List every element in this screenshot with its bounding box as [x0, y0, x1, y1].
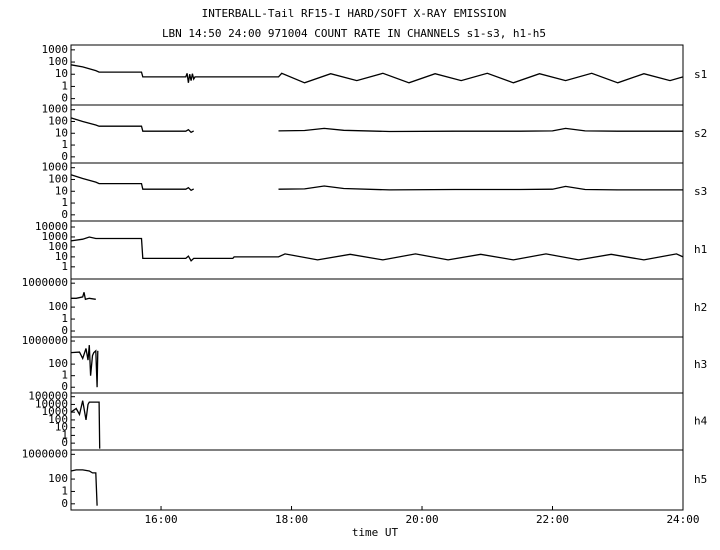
y-tick-label: 100: [48, 240, 68, 253]
y-tick-label: 100: [48, 172, 68, 185]
data-line: [70, 64, 684, 84]
panel-label: h3: [694, 358, 707, 371]
y-tick-label: 1000: [42, 230, 69, 243]
y-tick-label: 10: [55, 126, 68, 139]
panel-frame: [70, 162, 684, 222]
y-tick-label: 100: [48, 55, 68, 68]
panel-frame: [70, 392, 684, 451]
data-line: [71, 292, 96, 301]
panel-frame: [70, 278, 684, 338]
y-tick-label: 100: [48, 413, 68, 426]
panel-label: s1: [694, 68, 707, 81]
y-tick-label: 100000: [28, 390, 68, 403]
y-tick-label: 100: [48, 114, 68, 127]
data-line: [70, 236, 684, 262]
panel-label: s3: [694, 185, 707, 198]
x-tick-label: 16:00: [144, 513, 177, 526]
y-tick-label: 100: [48, 357, 68, 370]
y-tick-label: 1000: [42, 405, 69, 418]
y-tick-label: 1: [61, 196, 68, 209]
panel-label: h4: [694, 415, 708, 428]
x-tick-label: 18:00: [275, 513, 308, 526]
panel-label: s2: [694, 127, 707, 140]
y-tick-label: 10: [55, 250, 68, 263]
data-line: [70, 400, 101, 449]
y-tick-label: 1000000: [22, 334, 68, 347]
y-tick-label: 100: [48, 300, 68, 313]
x-tick-label: 24:00: [666, 513, 699, 526]
y-tick-label: 1000: [42, 43, 69, 56]
panel-frame: [70, 336, 684, 394]
chart-subtitle: LBN 14:50 24:00 971004 COUNT RATE IN CHA…: [162, 27, 546, 40]
y-tick-label: 1000: [42, 103, 69, 116]
y-tick-label: 10: [55, 67, 68, 80]
y-tick-label: 1: [61, 312, 68, 325]
data-line: [70, 469, 98, 506]
data-line: [70, 117, 683, 134]
y-tick-label: 1: [61, 260, 68, 273]
chart-title: INTERBALL-Tail RF15-I HARD/SOFT X-RAY EM…: [202, 7, 507, 20]
y-tick-label: 10: [55, 421, 68, 434]
y-tick-label: 1: [61, 138, 68, 151]
y-tick-label: 0: [61, 92, 68, 105]
y-tick-label: 10000: [35, 220, 68, 233]
panel-label: h1: [694, 243, 707, 256]
y-tick-label: 1000000: [22, 447, 68, 460]
y-tick-label: 10: [55, 184, 68, 197]
y-tick-label: 0: [61, 208, 68, 221]
y-tick-label: 1000000: [22, 276, 68, 289]
y-tick-label: 1: [61, 484, 68, 497]
y-tick-label: 1: [61, 428, 68, 441]
panel-label: h2: [694, 301, 707, 314]
y-tick-label: 0: [61, 436, 68, 449]
y-tick-label: 0: [61, 150, 68, 163]
panel-frame: [70, 104, 684, 164]
panel-frame: [70, 449, 684, 511]
y-tick-label: 10000: [35, 397, 68, 410]
y-tick-label: 1: [61, 369, 68, 382]
data-line: [70, 174, 683, 192]
y-tick-label: 1000: [42, 161, 69, 174]
y-tick-label: 0: [61, 380, 68, 393]
panel-frame: [70, 220, 684, 280]
y-tick-label: 0: [61, 497, 68, 510]
y-tick-label: 0: [61, 324, 68, 337]
y-tick-label: 1: [61, 79, 68, 92]
y-tick-label: 100: [48, 472, 68, 485]
x-tick-label: 20:00: [405, 513, 438, 526]
panel-label: h5: [694, 473, 707, 486]
x-axis-label: time UT: [352, 526, 399, 539]
data-line: [70, 345, 99, 388]
x-tick-label: 22:00: [536, 513, 569, 526]
